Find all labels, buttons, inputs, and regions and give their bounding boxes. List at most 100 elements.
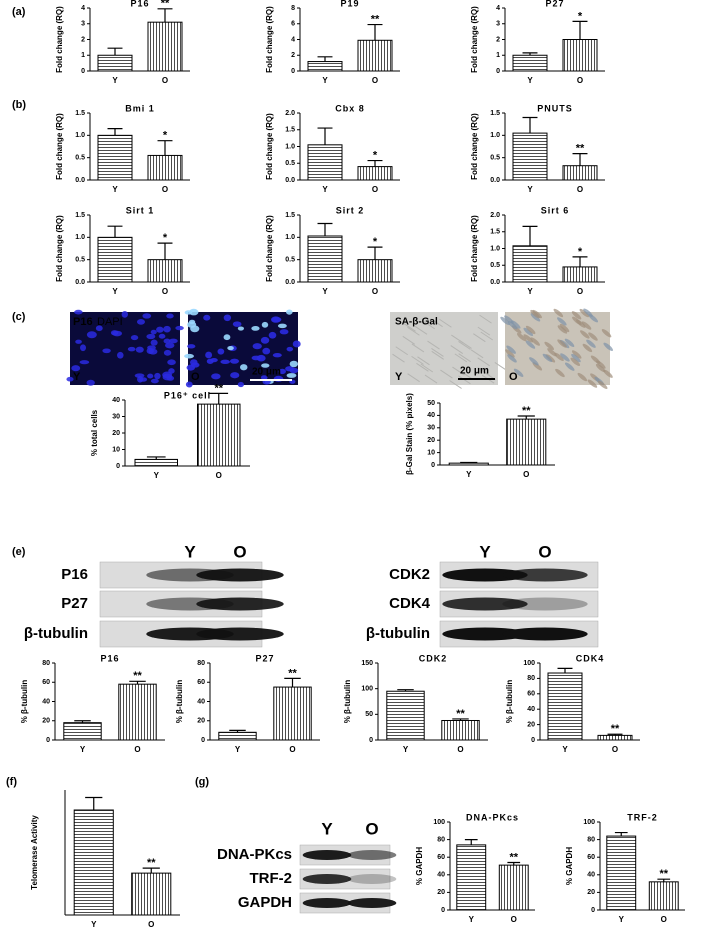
cell <box>544 341 554 351</box>
texture <box>422 320 436 330</box>
x-tick-label: Y <box>403 745 409 754</box>
cell <box>506 345 516 354</box>
significance: * <box>578 10 583 22</box>
image-label: O <box>191 371 200 383</box>
y-tick-label: 1.5 <box>490 110 500 117</box>
nucleus <box>136 319 145 325</box>
texture <box>414 325 428 335</box>
chart-title: P27 <box>545 0 564 8</box>
chart-title: PNUTS <box>537 103 573 113</box>
cell <box>570 357 581 366</box>
texture <box>494 362 508 371</box>
error-bar <box>107 128 123 136</box>
error-bar <box>572 153 588 166</box>
nucleus <box>150 339 158 346</box>
x-tick-label: Y <box>154 471 160 480</box>
nucleus <box>190 362 200 368</box>
error-bar <box>614 831 628 837</box>
y-tick-label: 2 <box>496 36 500 43</box>
scale-label: 20 μm <box>460 366 489 377</box>
nucleus <box>154 372 161 380</box>
nucleus <box>146 333 156 340</box>
y-tick-label: 60 <box>42 679 50 686</box>
significance: ** <box>659 868 668 880</box>
cell <box>580 330 590 339</box>
nucleus <box>220 359 230 365</box>
bar <box>307 235 343 283</box>
nucleus <box>223 314 232 322</box>
stain-label: P16 <box>73 316 93 328</box>
bar <box>386 690 425 741</box>
bar <box>147 259 183 283</box>
nucleus <box>262 347 271 355</box>
cell <box>571 311 582 320</box>
y-tick-label: 0.5 <box>490 262 500 269</box>
chart-title: P27 <box>255 653 274 663</box>
cell <box>588 332 598 341</box>
bar <box>134 458 178 467</box>
texture <box>454 353 468 363</box>
image-label: O <box>509 371 518 383</box>
bar <box>63 722 102 741</box>
texture <box>470 349 484 359</box>
y-tick-label: 0.0 <box>285 279 295 286</box>
nucleus <box>66 376 74 382</box>
y-tick-label: 20 <box>112 430 120 437</box>
nucleus <box>163 349 172 356</box>
texture <box>459 340 472 349</box>
y-tick-label: 100 <box>583 819 595 826</box>
bar <box>562 165 598 181</box>
y-tick-label: 1.5 <box>285 127 295 134</box>
nucleus <box>168 338 178 344</box>
nucleus <box>158 333 166 339</box>
bar <box>97 134 133 181</box>
cell <box>571 353 581 363</box>
significance: ** <box>214 382 223 394</box>
cell <box>571 350 582 359</box>
cell <box>525 325 536 335</box>
cell <box>542 353 553 363</box>
y-tick-label: 1.0 <box>285 143 295 150</box>
error-bar <box>317 222 333 236</box>
nucleus <box>272 352 282 358</box>
bar <box>562 266 598 283</box>
blot-band <box>196 597 284 611</box>
y-tick-label: 0 <box>496 68 500 75</box>
y-tick-label: 0 <box>441 907 445 914</box>
y-tick-label: 0.0 <box>75 177 85 184</box>
error-bar <box>157 8 173 23</box>
texture <box>427 340 440 350</box>
nucleus <box>289 360 299 368</box>
bar <box>498 864 529 911</box>
y-tick-label: 40 <box>427 412 435 419</box>
y-tick-label: 150 <box>361 660 373 667</box>
x-tick-label: Y <box>322 287 328 296</box>
y-tick-label: 0.0 <box>490 279 500 286</box>
x-tick-label: O <box>162 287 168 296</box>
cell <box>583 308 593 317</box>
x-tick-label: O <box>162 76 168 85</box>
y-tick-label: 100 <box>433 819 445 826</box>
cell <box>553 308 564 318</box>
y-tick-label: 0.5 <box>75 257 85 264</box>
cell <box>530 337 540 346</box>
nucleus <box>230 372 240 379</box>
texture <box>424 374 438 384</box>
chart-title: CDK2 <box>419 653 448 663</box>
nucleus <box>117 351 124 359</box>
blot-band <box>196 627 284 641</box>
chart-title: P16⁺ cell <box>164 390 211 400</box>
error-bar <box>209 392 229 405</box>
error-bar <box>107 225 123 238</box>
y-axis-label: % GAPDH <box>565 847 574 885</box>
y-tick-label: 0 <box>46 737 50 744</box>
y-tick-label: 2 <box>81 36 85 43</box>
y-tick-label: 1.0 <box>490 245 500 252</box>
bar <box>147 154 183 181</box>
chart-title: TRF-2 <box>627 812 658 822</box>
cell <box>525 340 536 349</box>
y-tick-label: 100 <box>361 686 373 693</box>
error-bar <box>284 677 301 688</box>
blot-row-label: CDK2 <box>389 566 430 583</box>
bar <box>273 686 312 741</box>
